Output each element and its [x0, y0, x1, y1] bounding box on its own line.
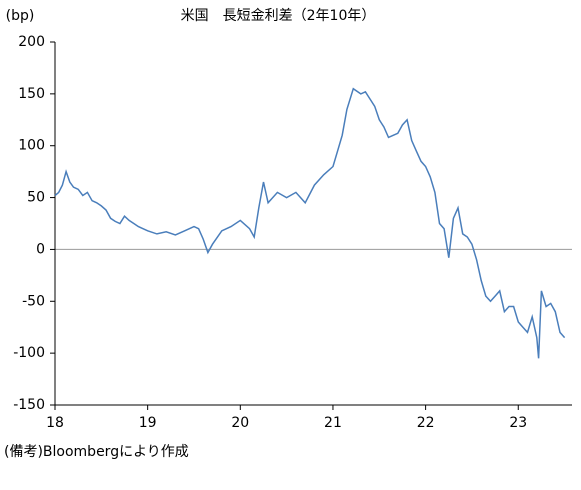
x-tick-label: 19 — [139, 415, 157, 431]
y-tick-label: 150 — [18, 86, 45, 102]
y-tick-label: -50 — [22, 293, 45, 309]
x-tick-label: 22 — [417, 415, 435, 431]
y-axis-unit: (bp) — [6, 8, 35, 24]
y-tick-label: 0 — [36, 241, 45, 257]
y-tick-label: -150 — [13, 397, 45, 413]
y-tick-label: 50 — [27, 190, 45, 206]
data-line — [54, 87, 566, 359]
y-tick-label: 200 — [18, 34, 45, 50]
x-tick-label: 20 — [231, 415, 249, 431]
x-tick-label: 18 — [46, 415, 64, 431]
y-tick-label: 100 — [18, 138, 45, 154]
y-tick-label: -100 — [13, 345, 45, 361]
x-tick-label: 21 — [324, 415, 342, 431]
x-tick-label: 23 — [509, 415, 527, 431]
chart-title: 米国 長短金利差（2年10年） — [181, 8, 376, 24]
source-note: (備考)Bloombergにより作成 — [4, 444, 189, 460]
